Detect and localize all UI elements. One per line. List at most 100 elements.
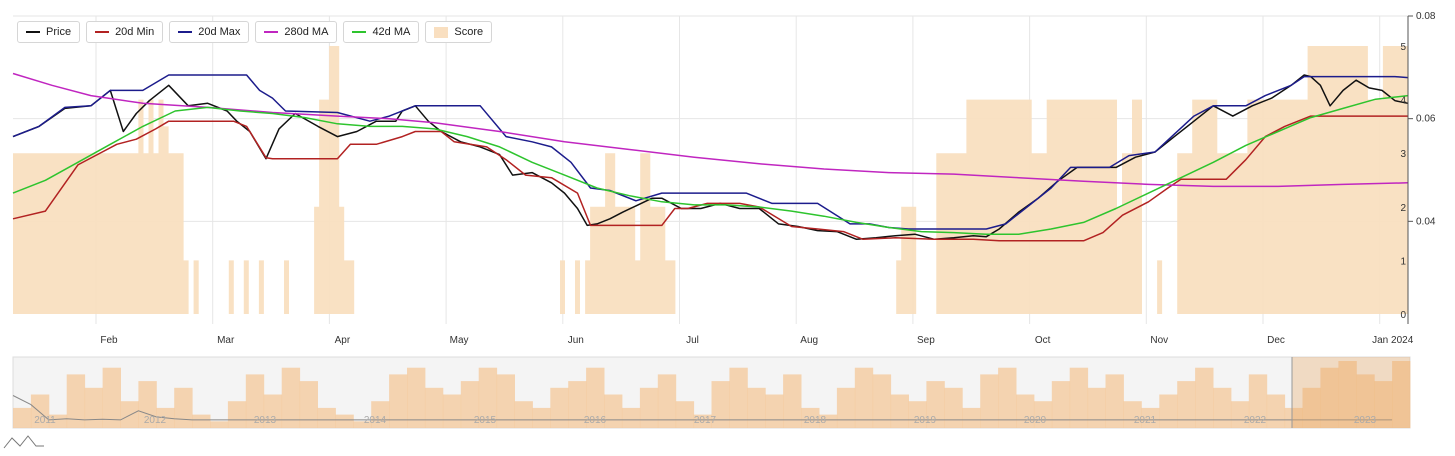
navigator-selection bbox=[1292, 357, 1410, 428]
navigator-score-bar bbox=[120, 401, 139, 428]
navigator-score-bar bbox=[407, 367, 426, 428]
x-tick-label: Mar bbox=[217, 335, 235, 346]
navigator-score-bar bbox=[1069, 367, 1089, 428]
navigator-score-bar bbox=[210, 421, 229, 428]
navigator-score-bar bbox=[1356, 374, 1375, 428]
navigator-score-bar bbox=[1230, 401, 1250, 428]
x-tick-label: Jun bbox=[568, 335, 584, 346]
navigator-score-bar bbox=[1141, 407, 1160, 428]
navigator-score-bar bbox=[926, 381, 945, 428]
navigator-score-bar bbox=[174, 387, 193, 428]
y-score-tick-label: 4 bbox=[1400, 96, 1406, 107]
navigator-score-bar bbox=[962, 407, 981, 428]
navigator-score-bar bbox=[1266, 394, 1286, 428]
y-score-tick-label: 0 bbox=[1400, 310, 1406, 321]
legend-item-280d-ma[interactable]: 280d MA bbox=[255, 21, 338, 43]
chart-logo-icon bbox=[3, 435, 44, 449]
navigator-score-bar bbox=[1320, 367, 1339, 428]
navigator-score-bar bbox=[980, 374, 999, 428]
legend-swatch bbox=[264, 31, 279, 33]
series-20d-max bbox=[12, 74, 1409, 230]
navigator-score-bar bbox=[944, 387, 963, 428]
navigator-score-bar bbox=[317, 407, 336, 428]
navigator-score-bar bbox=[299, 381, 318, 428]
navigator-score-bar bbox=[854, 367, 874, 428]
legend-label: 20d Min bbox=[115, 26, 155, 38]
navigator-score-bar bbox=[872, 374, 892, 428]
navigator-score-bar bbox=[514, 401, 533, 428]
legend-label: Price bbox=[46, 26, 72, 38]
legend: Price 20d Min 20d Max 280d MA 42d MA Score bbox=[17, 21, 493, 43]
navigator-score-bar bbox=[1284, 407, 1303, 428]
navigator-score-bar bbox=[1105, 374, 1124, 428]
y-price-tick-label: 0.06 bbox=[1416, 114, 1436, 125]
series-42d-ma bbox=[12, 94, 1409, 235]
navigator-year-label: 2013 bbox=[254, 415, 277, 426]
navigator-score-bar bbox=[1159, 394, 1178, 428]
x-tick-label: Jan 2024 bbox=[1372, 335, 1414, 346]
navigator-score-bar bbox=[192, 414, 211, 428]
x-tick-label: Sep bbox=[917, 335, 935, 346]
legend-swatch bbox=[434, 26, 449, 38]
legend-swatch bbox=[178, 31, 193, 33]
navigator-score-bar bbox=[138, 381, 157, 428]
navigator-score-bar bbox=[586, 367, 605, 428]
navigator-score-bar bbox=[801, 407, 820, 428]
y-price-tick-label: 0.08 bbox=[1416, 11, 1436, 22]
navigator-score-bar bbox=[1087, 387, 1106, 428]
navigator-score-bar bbox=[747, 387, 766, 428]
navigator-score-bar bbox=[657, 374, 677, 428]
navigator-year-label: 2021 bbox=[1134, 415, 1157, 426]
navigator-year-label: 2018 bbox=[804, 415, 827, 426]
navigator-score-bar bbox=[1374, 381, 1393, 428]
score-area bbox=[13, 46, 1408, 314]
navigator-year-label: 2019 bbox=[914, 415, 937, 426]
series-280d-ma bbox=[12, 72, 1409, 188]
y-score-tick-label: 5 bbox=[1400, 42, 1406, 53]
navigator-score-bar bbox=[48, 414, 68, 428]
legend-item-score[interactable]: Score bbox=[425, 21, 493, 43]
navigator-score-bar bbox=[30, 394, 50, 428]
navigator-score-bar bbox=[227, 401, 247, 428]
navigator-score-bar bbox=[711, 381, 730, 428]
navigator-year-label: 2017 bbox=[694, 415, 717, 426]
navigator-score-bar bbox=[1177, 381, 1196, 428]
navigator-score-bar bbox=[442, 394, 462, 428]
navigator-score-bar bbox=[908, 401, 927, 428]
navigator-score-bar bbox=[1033, 401, 1053, 428]
x-tick-label: Oct bbox=[1035, 335, 1051, 346]
x-tick-label: Jul bbox=[686, 335, 699, 346]
navigator-score-bar bbox=[335, 414, 354, 428]
legend-item-20d-min[interactable]: 20d Min bbox=[86, 21, 164, 43]
navigator-score-bar bbox=[836, 387, 856, 428]
navigator-year-label: 2011 bbox=[34, 415, 56, 426]
navigator-score-bar bbox=[675, 401, 695, 428]
navigator-price-line bbox=[12, 395, 1393, 421]
navigator-score-bar bbox=[890, 394, 909, 428]
navigator-year-label: 2023 bbox=[1354, 415, 1377, 426]
legend-item-price[interactable]: Price bbox=[17, 21, 81, 43]
navigator-score bbox=[13, 361, 1411, 428]
navigator-score-bar bbox=[819, 414, 838, 428]
navigator-score-bar bbox=[460, 381, 480, 428]
legend-item-42d-ma[interactable]: 42d MA bbox=[343, 21, 420, 43]
navigator-score-bar bbox=[1213, 387, 1232, 428]
navigator-year-label: 2016 bbox=[584, 415, 607, 426]
legend-label: 42d MA bbox=[372, 26, 411, 38]
x-tick-label: Apr bbox=[335, 335, 351, 346]
y-price-tick-label: 0.04 bbox=[1416, 216, 1436, 227]
navigator-score-bar bbox=[568, 381, 587, 428]
navigator-score-bar bbox=[998, 367, 1017, 428]
legend-item-20d-max[interactable]: 20d Max bbox=[169, 21, 250, 43]
navigator-score-bar bbox=[532, 407, 551, 428]
navigator-score-bar bbox=[639, 387, 659, 428]
navigator-score-bar bbox=[102, 367, 121, 428]
navigator-score-bar bbox=[424, 387, 444, 428]
x-tick-label: Aug bbox=[800, 335, 818, 346]
navigator-score-bar bbox=[13, 407, 32, 428]
navigator-score-bar bbox=[1195, 367, 1214, 428]
navigator-year-label: 2020 bbox=[1024, 415, 1047, 426]
navigator-score-bar bbox=[66, 374, 86, 428]
legend-label: Score bbox=[454, 26, 484, 38]
